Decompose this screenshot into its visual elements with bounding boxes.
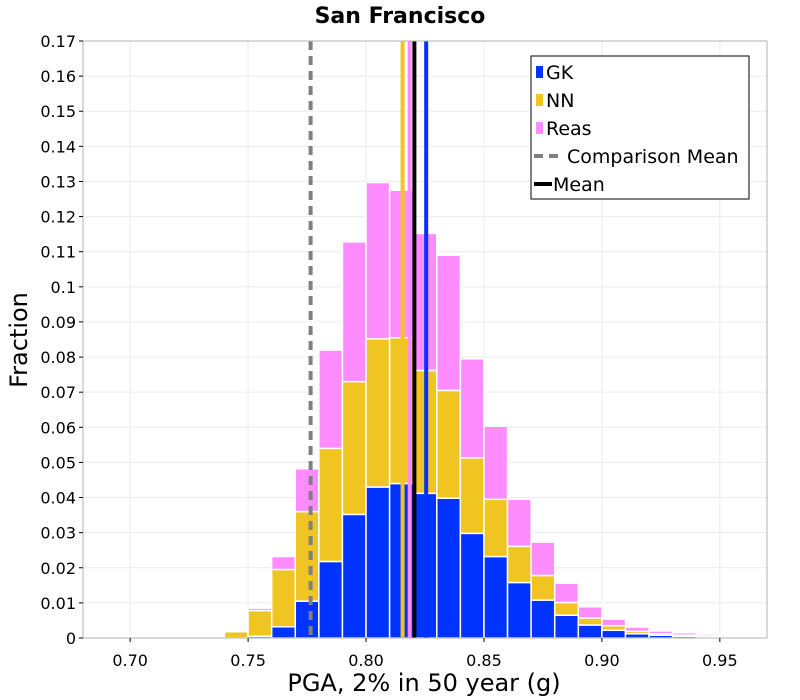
chart-title: San Francisco [315, 4, 486, 29]
legend-box [530, 55, 750, 200]
bar-nn [530, 574, 556, 601]
y-tick-label: 0.17 [40, 32, 76, 51]
bar-nn [483, 498, 509, 558]
bar-nn [318, 447, 344, 563]
bar-nn [577, 617, 603, 626]
legend-label: GK [546, 62, 574, 84]
y-tick-label: 0.12 [40, 208, 76, 227]
bar-reas [270, 555, 297, 571]
y-tick-label: 0.02 [40, 559, 76, 578]
bar-gk [483, 555, 509, 639]
legend-swatch-nn [536, 94, 543, 106]
bar-reas [365, 181, 391, 340]
bar-reas [318, 349, 344, 450]
y-axis-ticks: 0 0.01 0.02 0.03 0.04 0.05 0.06 0.07 0.08 0.09 0.1… [40, 32, 83, 648]
legend-label: NN [546, 90, 574, 112]
bar-nn [294, 510, 320, 602]
x-axis-label: PGA, 2% in 50 year (g) [287, 669, 560, 697]
plot-frame [82, 40, 768, 639]
bar-nn [553, 601, 580, 616]
bar-reas [459, 358, 485, 459]
bar-reas [530, 541, 556, 577]
bar-nn [270, 568, 297, 628]
bar-gk [601, 629, 627, 639]
bar-gk [506, 581, 532, 639]
y-tick-label: 0.14 [40, 137, 76, 156]
y-tick-label: 0.1 [51, 278, 76, 297]
y-tick-label: 0.11 [40, 243, 76, 262]
y-axis-label: Fraction [5, 292, 33, 388]
bar-reas [223, 629, 249, 633]
x-tick-label: 0.95 [702, 651, 738, 670]
bar-gk [436, 497, 462, 639]
y-tick-label: 0.15 [40, 102, 76, 121]
bar-reas [577, 605, 603, 619]
bar-reas [695, 633, 721, 637]
bar-gk [530, 599, 556, 639]
legend-swatch-reas [536, 122, 543, 134]
bar-reas [247, 607, 273, 612]
legend: GK NN Reas Comparison Mean Mean [530, 55, 750, 200]
bar-reas [601, 618, 627, 627]
bar-gk [577, 624, 603, 639]
y-tick-label: 0 [66, 629, 76, 648]
bar-gk [459, 532, 485, 639]
y-tick-label: 0.06 [40, 418, 76, 437]
x-tick-label: 0.90 [584, 651, 620, 670]
x-tick-label: 0.85 [466, 651, 502, 670]
y-tick-label: 0.03 [40, 524, 76, 543]
bar-nn [506, 545, 532, 584]
legend-label: Mean [553, 174, 605, 196]
bar-nn [341, 380, 367, 516]
legend-label: Comparison Mean [567, 146, 739, 168]
x-tick-label: 0.80 [348, 651, 384, 670]
bar-reas [436, 254, 462, 392]
y-tick-label: 0.01 [40, 594, 76, 613]
legend-swatch-gk [536, 66, 543, 78]
y-tick-label: 0.04 [40, 489, 76, 508]
bar-gk [341, 513, 367, 639]
y-tick-label: 0.16 [40, 67, 76, 86]
y-tick-label: 0.09 [40, 313, 76, 332]
y-tick-label: 0.07 [40, 383, 76, 402]
bar-reas [648, 630, 674, 635]
bars [200, 181, 745, 639]
bar-gk [365, 486, 391, 639]
bar-reas [341, 241, 367, 383]
x-tick-label: 0.70 [112, 651, 148, 670]
bar-reas [506, 498, 532, 548]
bar-gk [318, 560, 344, 639]
bar-gk [270, 626, 297, 639]
bar-nn [247, 609, 273, 637]
bar-reas [624, 626, 650, 633]
y-tick-label: 0.05 [40, 453, 76, 472]
bar-reas [671, 631, 697, 636]
y-tick-label: 0.08 [40, 348, 76, 367]
bar-reas [294, 467, 320, 513]
bar-reas [483, 425, 509, 501]
bar-nn [436, 389, 462, 499]
bar-nn [223, 630, 249, 639]
bar-nn [365, 338, 391, 488]
x-axis-ticks: 0.70 0.75 0.80 0.85 0.90 0.95 [112, 638, 738, 670]
legend-label: Reas [546, 118, 592, 140]
y-tick-label: 0.13 [40, 172, 76, 191]
mean-lines [308, 41, 429, 638]
bar-gk [294, 600, 320, 639]
bar-gk [553, 614, 580, 639]
bar-reas [553, 582, 580, 604]
bar-nn [459, 457, 485, 535]
x-tick-label: 0.75 [230, 651, 266, 670]
